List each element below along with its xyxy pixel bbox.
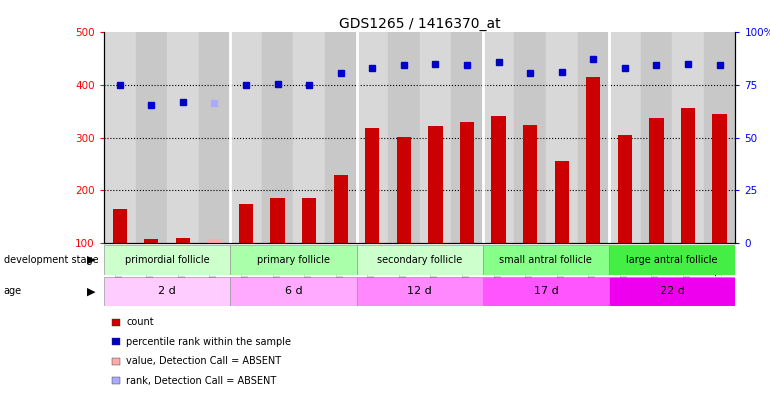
Bar (704, 32, 735, 243)
Bar (293, 32, 325, 243)
Text: rank, Detection Call = ABSENT: rank, Detection Call = ABSENT (126, 376, 276, 386)
Text: small antral follicle: small antral follicle (500, 255, 592, 265)
Bar (357, 245, 483, 275)
Bar (420, 32, 451, 243)
Bar (357, 32, 388, 243)
Bar (397, 136, 411, 243)
Bar (357, 277, 483, 306)
Bar (641, 32, 672, 243)
Bar (491, 115, 506, 243)
Text: secondary follicle: secondary follicle (377, 255, 462, 265)
Bar (230, 277, 357, 306)
Bar (428, 126, 443, 243)
Bar (104, 32, 136, 243)
Text: 2 d: 2 d (158, 286, 176, 296)
Bar (365, 128, 380, 243)
Bar (104, 277, 230, 306)
Bar (325, 32, 357, 243)
Text: 22 d: 22 d (660, 286, 685, 296)
Bar (112, 209, 127, 243)
Text: large antral follicle: large antral follicle (627, 255, 718, 265)
Text: primordial follicle: primordial follicle (125, 255, 209, 265)
Text: value, Detection Call = ABSENT: value, Detection Call = ABSENT (126, 356, 281, 366)
Bar (199, 32, 230, 243)
Text: ▶: ▶ (86, 255, 95, 265)
Bar (514, 32, 546, 243)
Bar (483, 245, 609, 275)
Text: 17 d: 17 d (534, 286, 558, 296)
Bar (578, 32, 609, 243)
Bar (230, 32, 262, 243)
Bar (681, 108, 695, 243)
Bar (460, 122, 474, 243)
Bar (483, 277, 609, 306)
Bar (388, 32, 420, 243)
Text: percentile rank within the sample: percentile rank within the sample (126, 337, 291, 347)
Bar (649, 118, 664, 243)
Bar (586, 77, 601, 243)
Text: ▶: ▶ (86, 286, 95, 296)
Bar (207, 239, 222, 243)
Text: 6 d: 6 d (285, 286, 302, 296)
Bar (270, 198, 285, 243)
Text: 12 d: 12 d (407, 286, 432, 296)
Bar (239, 203, 253, 243)
Bar (451, 32, 483, 243)
Text: development stage: development stage (4, 255, 99, 265)
Bar (618, 135, 632, 243)
Bar (609, 277, 735, 306)
Bar (672, 32, 704, 243)
Text: age: age (4, 286, 22, 296)
Bar (609, 32, 641, 243)
Bar (483, 32, 514, 243)
Bar (712, 114, 727, 243)
Bar (546, 32, 578, 243)
Bar (104, 245, 230, 275)
Bar (609, 245, 735, 275)
Bar (333, 175, 348, 243)
Title: GDS1265 / 1416370_at: GDS1265 / 1416370_at (339, 17, 500, 31)
Text: count: count (126, 318, 154, 327)
Bar (230, 245, 357, 275)
Bar (144, 239, 159, 243)
Bar (523, 125, 537, 243)
Text: primary follicle: primary follicle (257, 255, 330, 265)
Bar (302, 198, 316, 243)
Bar (167, 32, 199, 243)
Bar (136, 32, 167, 243)
Bar (554, 161, 569, 243)
Bar (262, 32, 293, 243)
Bar (176, 238, 190, 243)
